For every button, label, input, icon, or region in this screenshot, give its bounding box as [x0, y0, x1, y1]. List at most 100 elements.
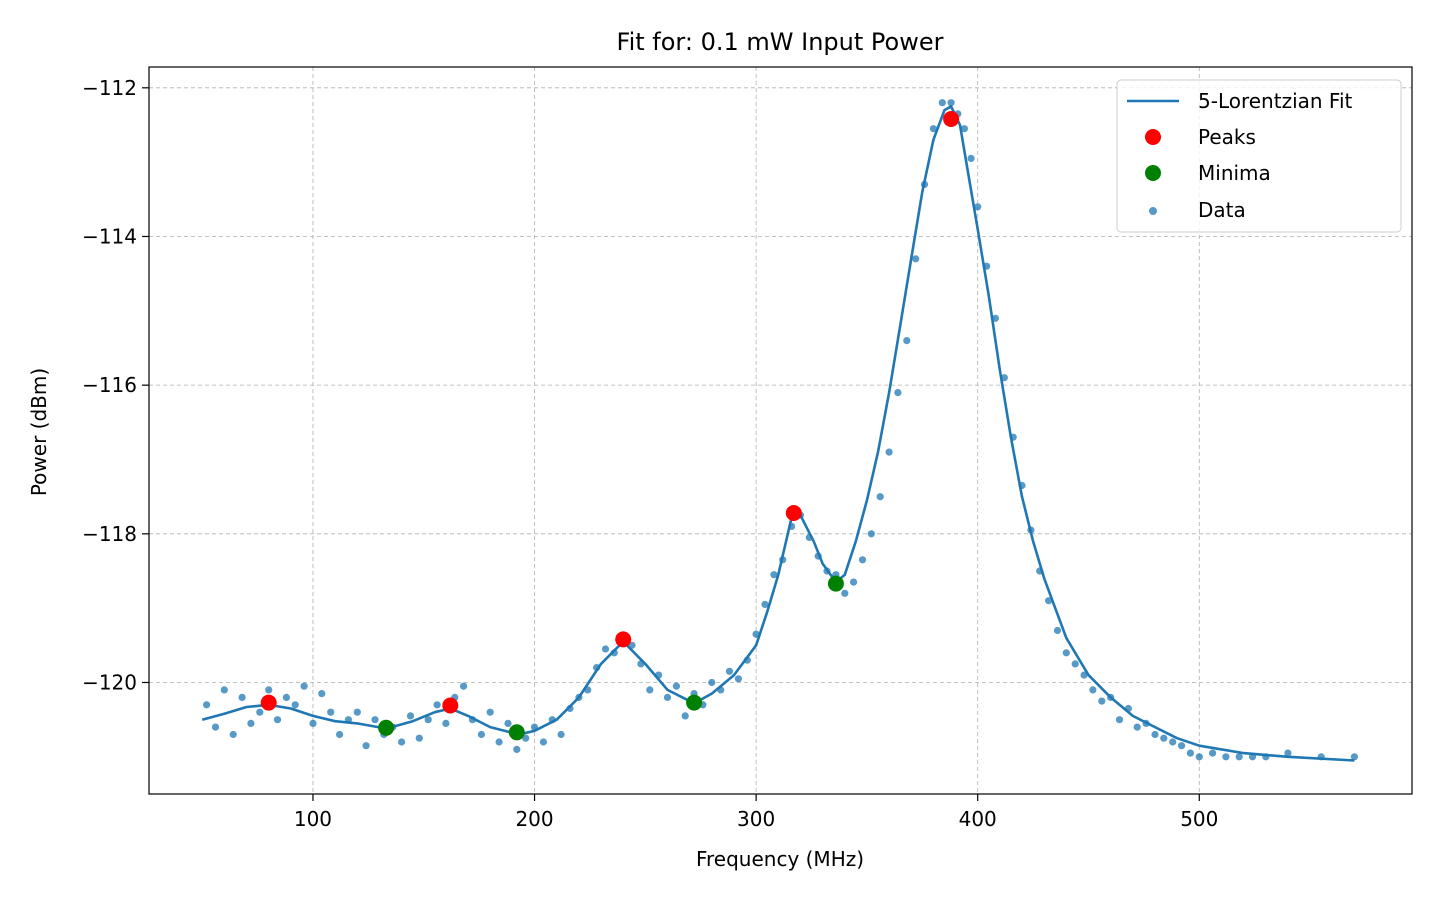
data-point [779, 556, 787, 564]
data-point [468, 716, 477, 724]
x-tick-label: 100 [294, 807, 332, 831]
x-tick-label: 300 [737, 807, 775, 831]
legend-label-peaks: Peaks [1198, 125, 1256, 149]
data-layer [203, 99, 1358, 761]
data-point [548, 716, 556, 724]
x-tick-label: 200 [515, 807, 553, 831]
data-point [220, 686, 228, 694]
legend-label-data: Data [1198, 198, 1246, 222]
data-point [371, 716, 379, 724]
peak-marker [615, 631, 632, 648]
legend-label-minima: Minima [1198, 161, 1271, 185]
data-point [920, 180, 929, 188]
data-point [1195, 753, 1203, 761]
data-point [353, 708, 361, 716]
data-point [203, 701, 211, 709]
data-point [1178, 742, 1186, 750]
data-point [885, 448, 893, 456]
data-point [628, 641, 636, 649]
data-point [282, 693, 290, 702]
data-point [681, 712, 689, 720]
data-point [211, 723, 220, 731]
data-point [530, 723, 539, 731]
data-point [734, 675, 743, 683]
data-point [1235, 753, 1243, 761]
peak-marker [785, 505, 802, 521]
peak-marker [442, 697, 459, 714]
data-point [344, 716, 352, 724]
x-tick-label: 400 [959, 807, 997, 831]
legend-data-marker [1149, 207, 1157, 215]
data-point [433, 701, 441, 709]
data-point [229, 730, 237, 739]
data-point [1186, 749, 1194, 757]
plot-frame [148, 66, 1413, 795]
data-point [1080, 671, 1088, 679]
marker-layer [260, 111, 960, 741]
data-point [960, 125, 969, 133]
data-point [1317, 753, 1325, 761]
data-point [1098, 697, 1106, 705]
data-point [655, 671, 663, 679]
data-point [814, 552, 822, 560]
data-point [522, 734, 530, 742]
data-point [584, 686, 592, 694]
data-point [593, 664, 601, 672]
data-point [291, 701, 299, 709]
chart-title: Fit for: 0.1 mW Input Power [617, 28, 944, 56]
data-point [1062, 649, 1070, 657]
data-point [894, 389, 902, 397]
data-point [1151, 730, 1159, 739]
data-point [1115, 716, 1124, 724]
minimum-marker [827, 575, 844, 592]
data-point [752, 630, 760, 638]
data-point [858, 556, 867, 564]
data-point [974, 203, 982, 211]
data-point [460, 682, 468, 690]
data-point [743, 656, 751, 664]
data-point [717, 686, 725, 694]
data-point [708, 678, 716, 687]
y-axis-label: Power (dBm) [27, 368, 51, 496]
data-point [823, 567, 831, 575]
data-point [991, 314, 1000, 322]
data-point [867, 530, 875, 538]
data-point [300, 682, 308, 690]
data-point [601, 645, 610, 653]
data-point [983, 262, 991, 270]
data-point [1045, 597, 1053, 605]
data-point [770, 571, 778, 579]
data-point [477, 730, 485, 739]
data-point [265, 686, 273, 694]
y-tick-label: −120 [82, 670, 137, 694]
data-point [938, 99, 946, 107]
data-point [256, 708, 264, 716]
legend-minima-marker [1145, 165, 1161, 181]
data-point [442, 719, 450, 728]
y-tick-label: −116 [82, 373, 137, 397]
data-point [1133, 723, 1141, 731]
y-tick-label: −112 [82, 76, 137, 100]
data-point [318, 690, 326, 698]
data-point [1169, 738, 1177, 746]
data-point [841, 589, 849, 597]
x-tick-label: 500 [1180, 807, 1218, 831]
data-point [238, 693, 246, 702]
data-point [876, 493, 884, 501]
data-point [672, 682, 681, 690]
data-point [566, 704, 574, 713]
data-point [610, 649, 618, 657]
legend: 5-Lorentzian Fit Peaks Minima Data [1116, 79, 1402, 233]
data-point [1036, 567, 1044, 575]
fit-layer [201, 105, 1355, 762]
data-point [495, 738, 503, 746]
data-point [1107, 693, 1115, 702]
data-point [1222, 753, 1230, 761]
data-point [513, 745, 521, 754]
data-point [725, 667, 734, 675]
data-point [273, 716, 282, 724]
y-tick-label: −114 [82, 224, 137, 248]
fit-line [201, 105, 1355, 762]
x-axis-label: Frequency (MHz) [696, 847, 864, 871]
data-point [1000, 374, 1008, 382]
